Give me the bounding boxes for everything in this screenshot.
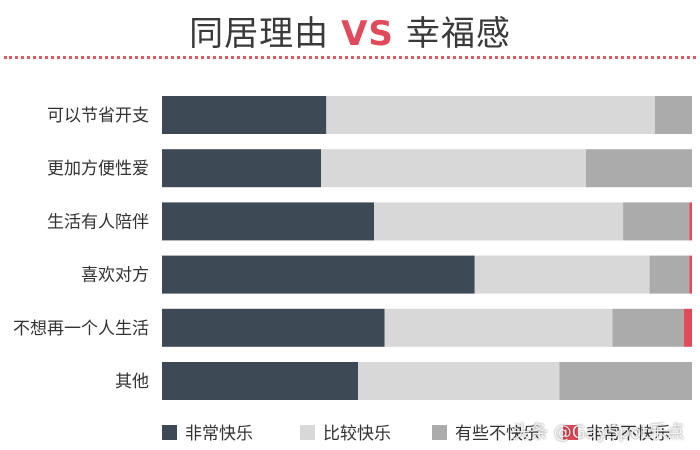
legend-label-2: 比较快乐 <box>323 424 391 444</box>
bar-segment-1 <box>162 149 321 188</box>
category-label: 生活有人陪伴 <box>47 212 149 232</box>
legend-label-3: 有些不快乐 <box>455 424 540 444</box>
bar-segment-4 <box>689 202 692 241</box>
title-left: 同居理由 <box>189 14 330 54</box>
category-label: 更加方便性爱 <box>47 159 149 179</box>
legend-swatch-4 <box>563 425 578 440</box>
bar-segment-2 <box>358 362 560 400</box>
bar-segment-4 <box>689 255 692 294</box>
bar-segment-3 <box>623 202 690 241</box>
legend-swatch-1 <box>162 425 177 440</box>
category-label: 可以节省开支 <box>47 106 149 126</box>
bar-segment-1 <box>162 202 374 241</box>
legend-swatch-3 <box>432 425 447 440</box>
bar-segment-1 <box>162 308 385 347</box>
bar-segment-3 <box>649 255 690 294</box>
bar-segment-1 <box>162 96 327 134</box>
bar-segment-2 <box>384 308 613 347</box>
title-right: 幸福感 <box>405 14 511 54</box>
category-label: 不想再一个人生活 <box>13 319 149 339</box>
bar-segment-3 <box>612 308 685 347</box>
chart-title: 同居理由 VS 幸福感 <box>0 6 700 55</box>
legend-label-4: 非常不快乐 <box>586 424 671 444</box>
bar-segment-1 <box>162 362 359 400</box>
bar-segment-1 <box>162 255 475 294</box>
bar-segment-2 <box>474 255 650 294</box>
legend-label-1: 非常快乐 <box>185 424 253 444</box>
category-label: 喜欢对方 <box>81 266 149 286</box>
bar-segment-3 <box>559 362 692 400</box>
bar-segment-4 <box>684 308 692 347</box>
bar-segment-2 <box>321 149 586 188</box>
dotted-divider <box>4 56 696 59</box>
bar-segment-3 <box>654 96 692 134</box>
bar-segment-2 <box>326 96 655 134</box>
watermark: 头条 @GaySpot乐点 <box>512 422 685 443</box>
category-label: 其他 <box>115 372 149 392</box>
bar-segment-3 <box>586 149 692 188</box>
title-vs: VS <box>341 14 394 54</box>
bar-segment-2 <box>374 202 624 241</box>
legend-swatch-2 <box>300 425 315 440</box>
